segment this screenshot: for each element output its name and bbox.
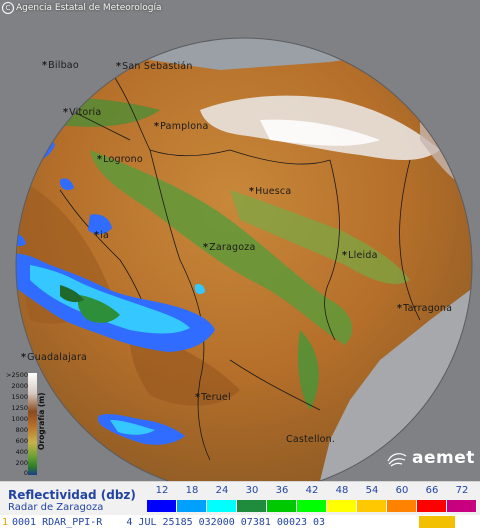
- elevation-tick: 2000: [11, 382, 28, 390]
- reflectivity-bin: 42: [297, 484, 327, 513]
- elevation-tick: 0: [23, 469, 28, 477]
- reflectivity-bin-swatch: [207, 500, 237, 512]
- reflectivity-bin-label: 66: [425, 485, 439, 496]
- reflectivity-bin-swatch: [237, 500, 267, 512]
- elevation-colorbar: [28, 373, 37, 475]
- city-tarragona: *Tarragona: [397, 303, 453, 314]
- reflectivity-bin: 30: [237, 484, 267, 513]
- reflectivity-bin-swatch: [357, 500, 387, 512]
- elevation-tick: 800: [15, 426, 28, 434]
- reflectivity-bin-swatch: [387, 500, 417, 512]
- reflectivity-bin: 18: [177, 484, 207, 513]
- reflectivity-bin-swatch: [267, 500, 297, 512]
- reflectivity-bin-label: 42: [305, 485, 319, 496]
- city-san-sebastian: *San Sebastián: [116, 61, 193, 72]
- elevation-tick: 1000: [11, 415, 28, 423]
- city-soria: *ia: [94, 230, 110, 241]
- status-line: 1 0001 RDAR_PPI-R 4 JUL 25185 032000 073…: [0, 515, 480, 530]
- city-pamplona: *Pamplona: [154, 121, 209, 132]
- city-bilbao: *Bilbao: [42, 60, 79, 71]
- aemet-logo: aemet: [386, 448, 475, 468]
- reflectivity-bin-label: 54: [365, 485, 379, 496]
- reflectivity-bin: 66: [417, 484, 447, 513]
- copyright-icon: C: [2, 2, 14, 14]
- reflectivity-bin-swatch: [417, 500, 447, 512]
- city-lleida: *Lleida: [342, 250, 378, 261]
- city-castellon: Castellon.: [286, 434, 336, 445]
- elevation-legend-title: Orografía (m): [37, 392, 46, 450]
- city-teruel: *Teruel: [195, 392, 231, 403]
- reflectivity-bin: 12: [147, 484, 177, 513]
- city-vitoria: *Vitoria: [63, 107, 102, 118]
- reflectivity-bin: 48: [327, 484, 357, 513]
- agency-credit-text: Agencia Estatal de Meteorología: [16, 3, 162, 13]
- reflectivity-bin-label: 12: [155, 485, 169, 496]
- elevation-tick: 400: [15, 448, 28, 456]
- elevation-tick: 1500: [11, 393, 28, 401]
- reflectivity-bin-swatch: [147, 500, 177, 512]
- status-highlight: [419, 516, 455, 528]
- city-logrono: *Logrono: [97, 154, 143, 165]
- reflectivity-bin-label: 48: [335, 485, 349, 496]
- reflectivity-bin-label: 36: [275, 485, 289, 496]
- status-text: 0001 RDAR_PPI-R 4 JUL 25185 032000 07381…: [12, 517, 326, 528]
- elevation-tick: 200: [15, 459, 28, 467]
- elevation-tick: 1250: [11, 404, 28, 412]
- elevation-legend: >2500 2000 1500 1250 1000 800 600 400 20…: [3, 371, 39, 477]
- reflectivity-bin: 36: [267, 484, 297, 513]
- city-huesca: *Huesca: [249, 186, 292, 197]
- terrain-radar-image: [15, 37, 473, 481]
- reflectivity-title: Reflectividad (dbz): [8, 488, 136, 502]
- elevation-tick: >2500: [6, 371, 28, 379]
- reflectivity-bin-swatch: [327, 500, 357, 512]
- radar-map: C Agencia Estatal de Meteorología *Bilba…: [0, 0, 480, 481]
- reflectivity-bin: 24: [207, 484, 237, 513]
- reflectivity-bin-swatch: [177, 500, 207, 512]
- reflectivity-bin-label: 24: [215, 485, 229, 496]
- reflectivity-bin-label: 60: [395, 485, 409, 496]
- aemet-logo-text: aemet: [412, 448, 475, 468]
- reflectivity-bin-label: 18: [185, 485, 199, 496]
- status-lead: 1: [2, 517, 9, 528]
- reflectivity-bin-label: 30: [245, 485, 259, 496]
- aemet-swirl-icon: [387, 453, 407, 467]
- reflectivity-bin-label: 72: [455, 485, 469, 496]
- elevation-tick: 600: [15, 437, 28, 445]
- reflectivity-color-scale: 12 18 24 30 36 42 48 54 60 66 72: [147, 484, 477, 513]
- city-zaragoza: *Zaragoza: [203, 242, 256, 253]
- city-guadalajara: *Guadalajara: [21, 352, 88, 363]
- reflectivity-bin: 60: [387, 484, 417, 513]
- reflectivity-scale: Reflectividad (dbz) Radar de Zaragoza 12…: [0, 481, 480, 515]
- reflectivity-bin: 72: [447, 484, 477, 513]
- reflectivity-bin-swatch: [447, 500, 477, 512]
- agency-credit: C Agencia Estatal de Meteorología: [2, 2, 162, 14]
- radar-name: Radar de Zaragoza: [8, 502, 104, 513]
- reflectivity-bin: 54: [357, 484, 387, 513]
- reflectivity-bin-swatch: [297, 500, 327, 512]
